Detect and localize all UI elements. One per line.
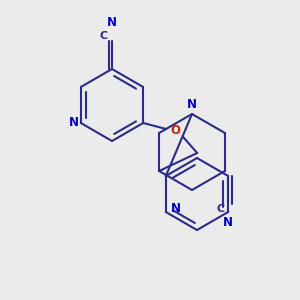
Text: N: N bbox=[187, 98, 197, 110]
Text: N: N bbox=[69, 116, 79, 130]
Text: N: N bbox=[171, 202, 181, 214]
Text: C: C bbox=[216, 204, 224, 214]
Text: N: N bbox=[223, 215, 233, 229]
Text: C: C bbox=[100, 31, 108, 41]
Text: O: O bbox=[170, 124, 180, 137]
Text: N: N bbox=[107, 16, 117, 29]
